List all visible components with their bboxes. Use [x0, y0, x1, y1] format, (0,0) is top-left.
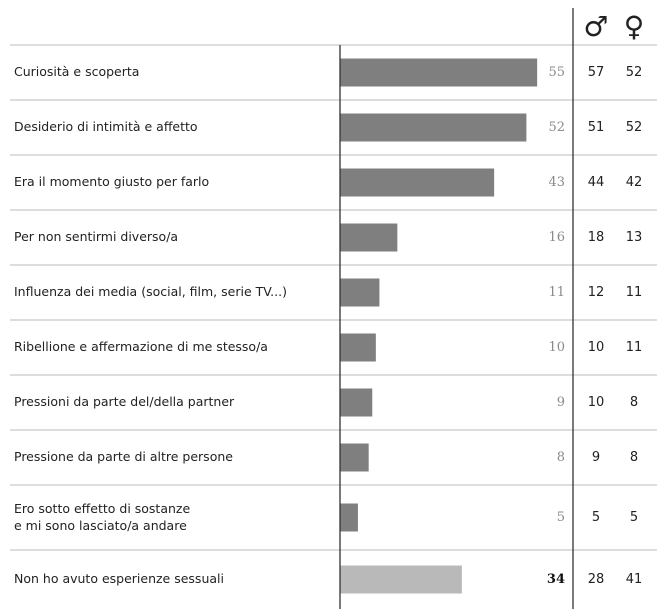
bar: [340, 388, 373, 417]
total-value: 9: [557, 395, 565, 410]
bar: [340, 565, 462, 594]
bar: [340, 223, 398, 252]
category-label: Pressioni da parte del/della partner: [14, 394, 235, 409]
bar: [340, 333, 376, 362]
column-value: 51: [588, 120, 605, 135]
column-value: 5: [630, 510, 638, 525]
total-value: 10: [548, 340, 565, 355]
column-value: 44: [588, 175, 605, 190]
column-value: 5: [592, 510, 600, 525]
bar: [340, 278, 380, 307]
total-value: 55: [548, 65, 565, 80]
total-value: 43: [548, 175, 565, 190]
column-value: 41: [626, 572, 643, 587]
category-label: Per non sentirmi diverso/a: [14, 229, 178, 244]
category-label: Influenza dei media (social, film, serie…: [14, 284, 287, 299]
category-label-line: Ero sotto effetto di sostanze: [14, 501, 190, 516]
column-value: 11: [626, 340, 643, 355]
column-value: 11: [626, 285, 643, 300]
total-value: 34: [547, 572, 565, 587]
column-value: 10: [588, 395, 605, 410]
category-label: Ero sotto effetto di sostanze e mi sono l…: [14, 501, 190, 533]
category-label: Ribellione e affermazione di me stesso/a: [14, 339, 268, 354]
bar: [340, 168, 495, 197]
category-label: Era il momento giusto per farlo: [14, 174, 209, 189]
total-value: 52: [548, 120, 565, 135]
total-value: 11: [548, 285, 565, 300]
bar: [340, 443, 369, 472]
column-value: 13: [626, 230, 643, 245]
column-value: 10: [588, 340, 605, 355]
bar: [340, 58, 538, 87]
column-value: 9: [592, 450, 600, 465]
bar: [340, 503, 358, 532]
column-value: 8: [630, 395, 638, 410]
bar: [340, 113, 527, 142]
column-value: 52: [626, 120, 643, 135]
column-value: 42: [626, 175, 643, 190]
column-value: 8: [630, 450, 638, 465]
total-value: 16: [548, 230, 565, 245]
total-value: 5: [557, 510, 565, 525]
category-label: Non ho avuto esperienze sessuali: [14, 571, 224, 586]
column-value: 52: [626, 65, 643, 80]
column-value: 57: [588, 65, 605, 80]
category-label: Curiosità e scoperta: [14, 64, 139, 79]
column-value: 18: [588, 230, 605, 245]
total-value: 8: [557, 450, 565, 465]
column-header: ♂: [583, 10, 608, 43]
category-label-line: e mi sono lasciato/a andare: [14, 518, 187, 533]
category-label: Desiderio di intimità e affetto: [14, 119, 198, 134]
category-label: Pressione da parte di altre persone: [14, 449, 233, 464]
column-header: ♀: [624, 10, 645, 43]
column-value: 28: [588, 572, 605, 587]
column-value: 12: [588, 285, 605, 300]
